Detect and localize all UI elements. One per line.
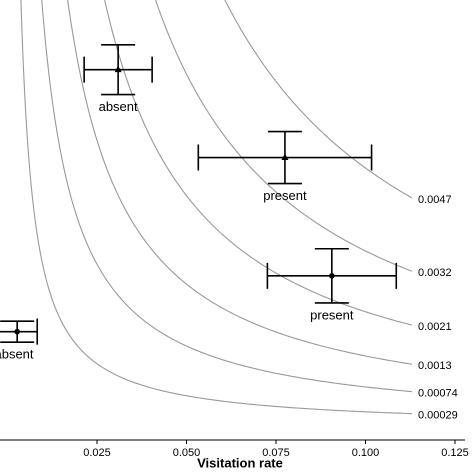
contour-label: 0.0032	[418, 267, 452, 279]
error-bar-group	[197, 130, 373, 185]
point-label: absent	[99, 99, 138, 114]
contour-line	[224, 0, 413, 199]
contour-label: 0.00029	[418, 410, 458, 422]
point	[14, 328, 20, 335]
contour-label: 0.0013	[418, 360, 452, 372]
contour-label: 0.00074	[418, 388, 458, 400]
error-bar-group	[83, 43, 153, 96]
contour-label: 0.0047	[418, 194, 452, 206]
contour-line	[104, 0, 413, 326]
point	[114, 65, 122, 73]
x-tick-label: 0.025	[83, 447, 111, 459]
x-tick-label: 0.125	[441, 447, 469, 459]
contour-line	[41, 0, 413, 393]
x-tick-label: 0.100	[352, 447, 380, 459]
point	[329, 273, 335, 279]
error-bar-group	[266, 247, 398, 304]
x-tick-label: 0.075	[262, 447, 290, 459]
point	[281, 153, 289, 161]
point-label: absent	[0, 347, 34, 362]
error-bar-group	[0, 318, 39, 345]
x-axis-label: Visitation rate	[197, 455, 283, 470]
point-label: present	[310, 307, 354, 322]
contour-label: 0.0021	[418, 321, 452, 333]
contour-line	[20, 0, 413, 415]
point-label: present	[263, 188, 307, 203]
contour-line	[155, 0, 413, 272]
contour-layer	[20, 0, 413, 415]
x-tick-label: 0.050	[173, 447, 201, 459]
contour-line	[67, 0, 413, 365]
